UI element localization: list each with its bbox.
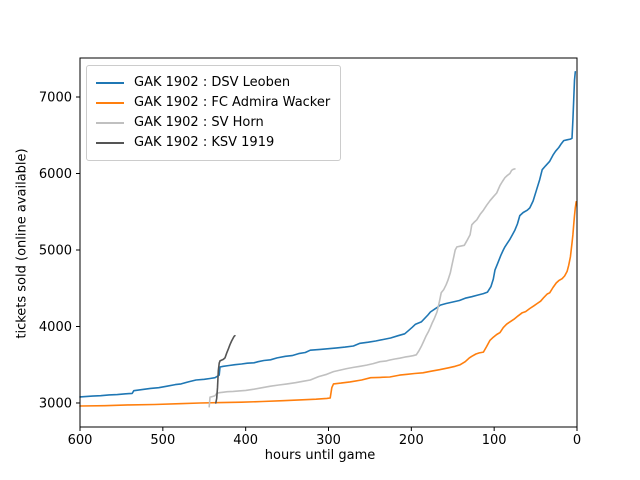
legend-line-swatch	[96, 142, 124, 144]
legend-label: GAK 1902 : SV Horn	[134, 115, 264, 130]
y-tick-label: 4000	[39, 320, 72, 335]
series-line-gak-1902-dsv-leoben	[79, 71, 577, 398]
legend-item: GAK 1902 : DSV Leoben	[96, 73, 330, 93]
x-tick-label: 0	[573, 433, 581, 448]
y-axis-label: tickets sold (online available)	[14, 148, 30, 339]
y-tick-label: 6000	[39, 167, 72, 182]
legend-label: GAK 1902 : DSV Leoben	[134, 75, 291, 90]
series-lines	[79, 71, 577, 408]
legend: GAK 1902 : DSV Leoben GAK 1902 : FC Admir…	[86, 65, 342, 161]
x-tick-label: 100	[482, 433, 507, 448]
y-tick-label: 5000	[39, 243, 72, 258]
legend-line-swatch	[96, 82, 124, 84]
x-axis-label: hours until game	[264, 448, 376, 463]
legend-label: GAK 1902 : FC Admira Wacker	[134, 95, 331, 110]
legend-label: GAK 1902 : KSV 1919	[134, 135, 275, 150]
axis-ticks: 600 500 400 300 200 100 0 3000 4000 5000 6000 7000	[39, 91, 581, 448]
x-tick-label: 200	[399, 433, 424, 448]
legend-line-swatch	[96, 102, 124, 104]
legend-item: GAK 1902 : FC Admira Wacker	[96, 93, 330, 113]
x-tick-label: 500	[150, 433, 175, 448]
legend-line-swatch	[96, 122, 124, 124]
x-tick-label: 300	[316, 433, 341, 448]
legend-item: GAK 1902 : SV Horn	[96, 113, 330, 133]
legend-item: GAK 1902 : KSV 1919	[96, 133, 330, 153]
series-line-gak-1902-sv-horn	[208, 168, 516, 408]
x-tick-label: 400	[233, 433, 258, 448]
series-line-gak-1902-ksv-1919	[215, 334, 236, 404]
series-line-gak-1902-fc-admira-wacker	[79, 201, 577, 407]
y-tick-label: 7000	[39, 91, 72, 106]
x-tick-label: 600	[68, 433, 93, 448]
axes-frame	[79, 57, 578, 428]
y-tick-label: 3000	[39, 396, 72, 411]
